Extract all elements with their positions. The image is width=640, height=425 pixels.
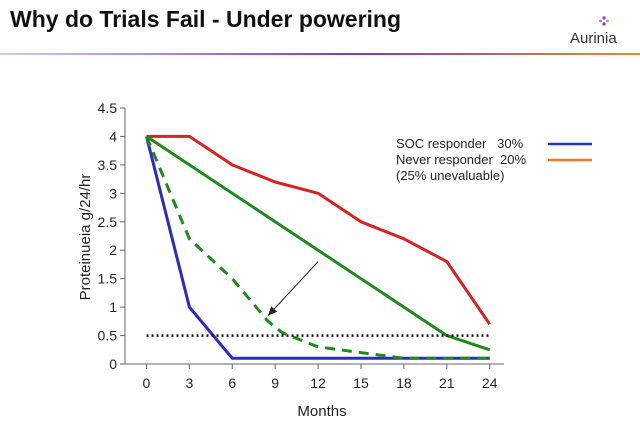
y-tick-label: 0.5	[98, 328, 118, 344]
x-tick-label: 24	[482, 375, 498, 391]
y-axis-label: Proteinueia g/24/hr	[77, 174, 94, 301]
series-line-dashed-4	[145, 135, 490, 360]
y-tick-label: 0	[109, 356, 117, 372]
y-tick-label: 2	[109, 242, 117, 258]
y-tick-label: 3	[109, 185, 117, 201]
title-divider	[0, 53, 640, 55]
annotation-arrow	[267, 261, 319, 316]
page-title: Why do Trials Fail - Under powering	[10, 6, 402, 32]
x-axis-label: Months	[297, 403, 346, 420]
logo-text: Aurinia	[570, 30, 617, 47]
legend-label-3: (25% unevaluable)	[396, 168, 504, 183]
aurinia-logo: Aurinia	[570, 16, 634, 50]
x-tick-label: 12	[310, 375, 326, 391]
series-line-solid-3	[145, 136, 490, 360]
x-tick-label: 6	[228, 375, 236, 391]
annotation-arrowhead	[268, 306, 278, 316]
y-tick-label: 4	[109, 128, 117, 144]
x-tick-label: 18	[396, 375, 412, 391]
x-tick-label: 0	[143, 375, 151, 391]
series-line-solid-1	[146, 134, 491, 326]
y-tick-label: 3.5	[98, 157, 118, 173]
x-tick-label: 15	[353, 375, 369, 391]
legend-label-2: Never responder 20%	[396, 152, 527, 167]
y-tick-label: 4.5	[98, 100, 118, 116]
x-tick-label: 3	[185, 375, 193, 391]
logo-mark-icon	[599, 16, 609, 26]
x-tick-label: 21	[439, 375, 455, 391]
y-tick-label: 1.5	[98, 271, 118, 287]
x-tick-label: 9	[271, 375, 279, 391]
legend-label-1: SOC responder 30%	[396, 136, 524, 151]
y-tick-label: 2.5	[98, 214, 118, 230]
y-tick-label: 1	[109, 299, 117, 315]
